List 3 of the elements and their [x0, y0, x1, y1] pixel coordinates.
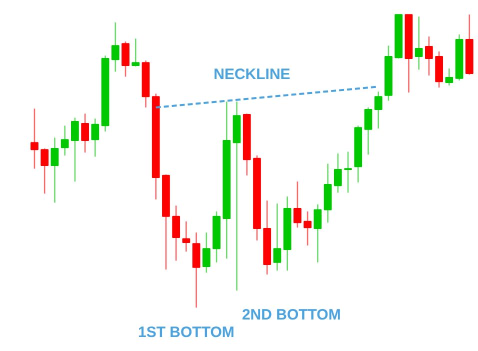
annotation: 2ND BOTTOM — [242, 306, 341, 324]
annotation: NECKLINE — [214, 66, 290, 84]
text: 1ST BOTTOM — [138, 324, 234, 341]
